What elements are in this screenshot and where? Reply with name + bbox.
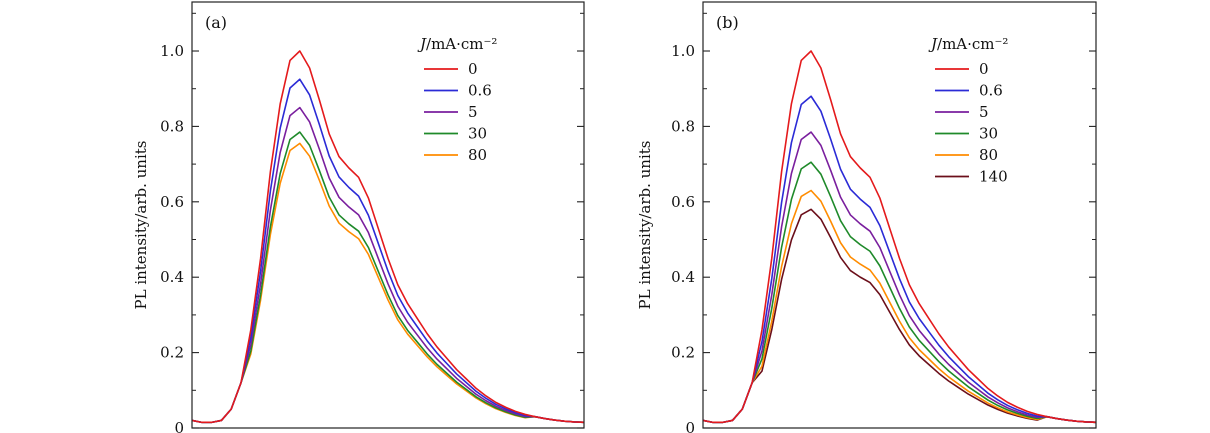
y-tick-label: 0.4 (671, 268, 695, 286)
legend-label-0: 0 (468, 60, 478, 78)
panel-b-series (703, 50, 1096, 424)
y-tick-label: 0 (174, 419, 184, 433)
series-line-80 (703, 189, 1096, 424)
y-axis-title: PL intensity/arb. units (636, 141, 654, 310)
y-tick-label: 0.2 (160, 344, 184, 362)
legend-label-30: 30 (468, 125, 487, 143)
series-line-0 (703, 50, 1096, 424)
y-tick-label: 0.2 (671, 344, 695, 362)
series-line-30 (192, 131, 584, 424)
panel-a-legend: J/mA·cm⁻² 0 0.6 5 30 80 (417, 35, 497, 164)
y-tick-label: 1.0 (160, 42, 184, 60)
y-tick-label: 0.6 (160, 193, 184, 211)
legend-title: J/mA·cm⁻² (417, 35, 497, 53)
legend-label-140: 140 (979, 168, 1008, 186)
panel-b-frame (702, 1, 1097, 429)
series-line-5 (703, 131, 1096, 424)
legend-label-0-6: 0.6 (979, 82, 1003, 100)
legend-label-0-6: 0.6 (468, 82, 492, 100)
series-line-0-6 (703, 95, 1096, 424)
panel-a-frame (191, 1, 585, 429)
legend-label-30: 30 (979, 125, 998, 143)
y-tick-label: 0 (685, 419, 695, 433)
panel-a: 0 0.2 0.4 0.6 0.8 1.0 PL intensity/arb. units (… (132, 1, 585, 433)
y-tick-label: 0.8 (160, 117, 184, 135)
panel-a-series (192, 50, 584, 424)
series-line-30 (703, 161, 1096, 424)
panel-label: (a) (205, 13, 227, 32)
series-line-140 (703, 208, 1096, 424)
legend-label-80: 80 (979, 146, 998, 164)
panel-b: 0 0.2 0.4 0.6 0.8 1.0 PL intensity/arb. units (… (636, 1, 1097, 433)
legend-label-80: 80 (468, 146, 487, 164)
series-line-0 (192, 50, 584, 424)
panel-label: (b) (716, 13, 739, 32)
y-tick-label: 0.4 (160, 268, 184, 286)
legend-label-5: 5 (979, 103, 989, 121)
legend-label-5: 5 (468, 103, 478, 121)
series-line-0-6 (192, 78, 584, 424)
legend-label-0: 0 (979, 60, 989, 78)
series-line-5 (192, 106, 584, 424)
y-tick-label: 0.8 (671, 117, 695, 135)
y-tick-label: 0.6 (671, 193, 695, 211)
panel-b-legend: J/mA·cm⁻² 0 0.6 5 30 80 140 (928, 35, 1008, 186)
y-tick-label: 1.0 (671, 42, 695, 60)
y-axis-title: PL intensity/arb. units (132, 141, 150, 310)
legend-title: J/mA·cm⁻² (928, 35, 1008, 53)
